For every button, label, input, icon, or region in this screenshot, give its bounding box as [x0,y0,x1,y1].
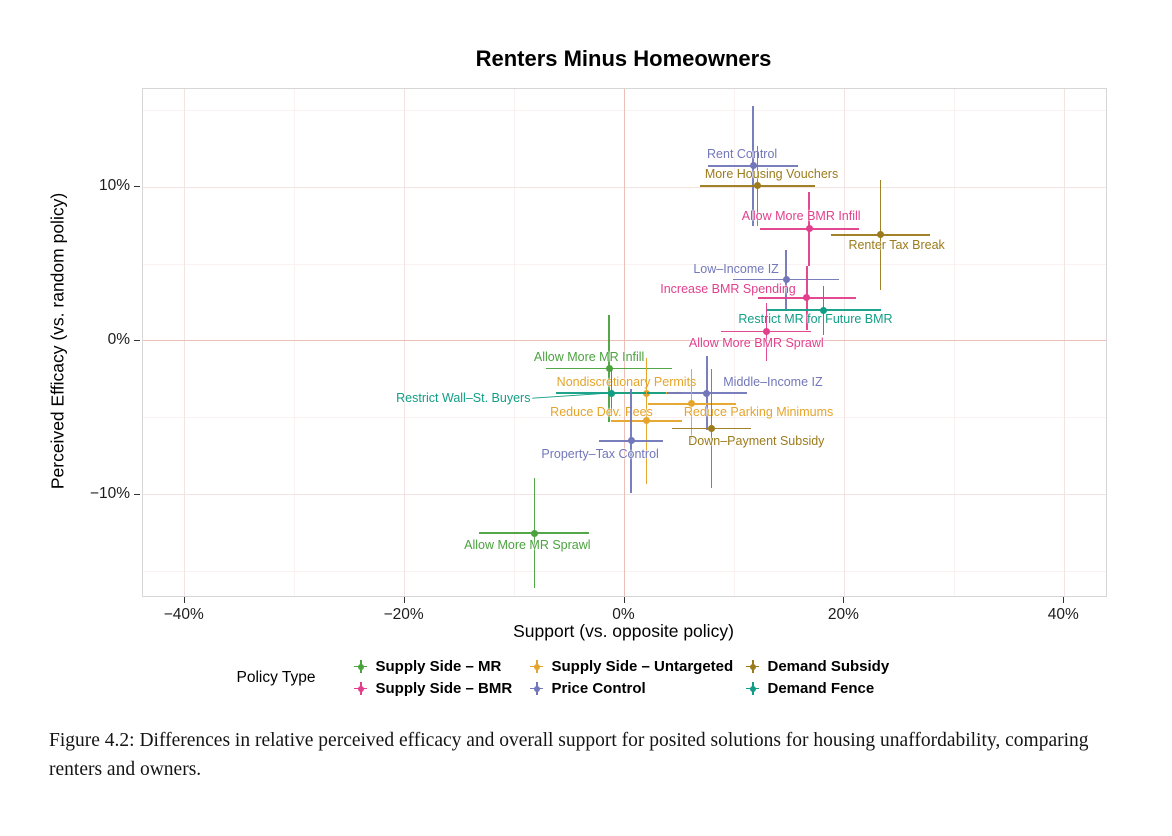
legend-item-label: Demand Subsidy [767,658,890,675]
point-label: Increase BMR Spending [660,281,796,296]
legend-grid: Supply Side – MR Supply Side – Untargeted… [353,658,935,697]
x-axis-title: Support (vs. opposite policy) [513,621,734,641]
point-label: More Housing Vouchers [704,166,839,181]
zero-line-vertical [624,89,625,596]
legend-item-label: Supply Side – MR [375,658,502,675]
x-gridline [404,89,406,596]
data-point [607,389,615,397]
point-label: Allow More MR Infill [533,349,645,364]
legend-item-label: Demand Fence [767,680,875,697]
legend-key-icon [353,659,368,674]
legend-key-icon [529,681,544,696]
legend-item: Supply Side – BMR [353,680,529,697]
x-minor-gridline [953,89,955,596]
point-label: Allow More MR Sprawl [464,538,591,552]
y-tick-label: −10% [89,484,130,502]
y-tick-label: 0% [107,330,130,348]
x-gridline [843,89,845,596]
zero-line-horizontal [143,340,1106,342]
legend-key-icon [353,681,368,696]
leader-line [532,392,608,399]
x-tick-mark [623,597,625,603]
x-minor-gridline [514,89,516,596]
x-tick-label: −20% [383,606,424,623]
x-minor-gridline [294,89,296,596]
legend-key-icon [745,681,760,696]
x-tick-label: 0% [612,606,635,623]
y-tick-mark [134,493,140,495]
x-gridline [184,89,186,596]
legend-key-icon [529,659,544,674]
point-label: Property–Tax Control [541,446,659,461]
point-label: Restrict MR for Future BMR [738,312,893,327]
point-label: Reduce Parking Minimums [683,404,834,419]
data-point [642,417,650,425]
x-tick-label: 20% [827,606,859,623]
data-point [805,225,813,233]
x-tick-mark [183,597,185,603]
data-point [782,276,790,283]
data-point [803,294,811,302]
x-tick-mark [1063,597,1065,603]
data-point [688,400,696,408]
x-tick-label: −40% [163,606,204,623]
x-tick-mark [403,597,405,603]
legend-key-dot [749,685,756,692]
legend-item-label: Supply Side – BMR [375,680,513,697]
point-label: Down–Payment Subsidy [688,433,825,448]
data-point [627,437,635,445]
legend-key-icon [745,659,760,674]
legend-item: Demand Subsidy [745,658,935,675]
point-label: Allow More BMR Sprawl [688,335,824,350]
data-point [530,529,538,537]
legend-item: Supply Side – Untargeted [529,658,745,675]
legend-key-dot [749,663,756,670]
legend-item: Price Control [529,680,745,697]
point-label: Restrict Wall–St. Buyers [396,391,531,406]
y-axis-title: Perceived Efficacy (vs. random policy) [47,192,68,490]
legend-key-dot [533,685,540,692]
legend-item: Supply Side – MR [353,658,529,675]
point-label: Reduce Dev. Fees [550,404,653,419]
x-tick-label: 40% [1047,606,1079,623]
legend-item-label: Supply Side – Untargeted [551,658,734,675]
point-label: Nondiscretionary Permits [556,375,697,390]
point-label: Low–Income IZ [693,261,779,276]
legend-key-dot [533,663,540,670]
plot-panel: Rent Control More Housing Vouchers Allow M… [142,88,1107,597]
data-point [754,182,762,190]
legend-title: Policy Type [236,668,316,686]
x-tick-mark [843,597,845,603]
legend-key-dot [357,663,364,670]
data-point [819,306,827,314]
point-label: Rent Control [707,146,778,161]
data-point [605,365,613,373]
data-point [703,389,711,397]
legend-item-label: Price Control [551,680,646,697]
y-tick-mark [134,339,140,341]
legend: Policy Type Supply Side – MR Supply Side … [0,658,1172,697]
data-point [762,328,770,336]
point-label: Allow More BMR Infill [741,208,861,223]
y-tick-label: 10% [98,177,130,195]
x-minor-gridline [733,89,735,596]
legend-key-dot [357,685,364,692]
legend-item: Demand Fence [745,680,935,697]
point-label: Middle–Income IZ [723,375,823,390]
data-point [749,162,757,170]
data-point [877,231,885,239]
x-gridline [1063,89,1065,596]
chart-title: Renters Minus Homeowners [475,46,772,71]
data-point [707,425,715,433]
figure-caption: Figure 4.2: Differences in relative perc… [49,730,1089,781]
y-tick-mark [134,186,140,188]
point-label: Renter Tax Break [848,237,945,252]
